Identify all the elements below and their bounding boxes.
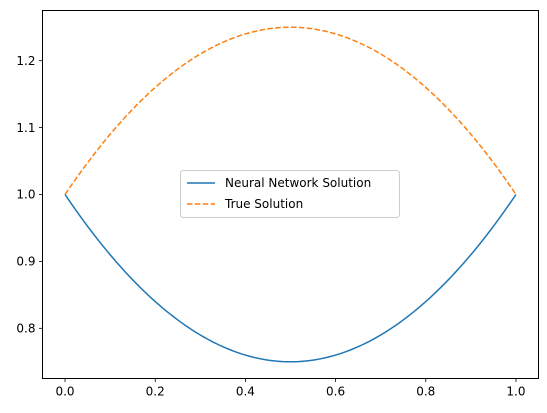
y-tick-label: 0.8	[16, 322, 35, 336]
series-line-neural-network	[64, 194, 517, 363]
x-tick-label: 0.2	[146, 385, 165, 399]
x-tick-label: 0.4	[236, 385, 255, 399]
legend-label-neural-network: Neural Network Solution	[225, 176, 371, 190]
x-tick-label: 0.0	[55, 385, 74, 399]
legend-label-true-solution: True Solution	[224, 197, 303, 211]
x-axis: 0.0 0.2 0.4 0.6 0.8 1.0	[55, 378, 526, 399]
y-tick-label: 1.1	[16, 121, 35, 135]
series-line-true-solution	[64, 26, 517, 195]
y-tick-label: 0.9	[16, 255, 35, 269]
y-tick-label: 1.2	[16, 54, 35, 68]
x-tick-label: 0.6	[326, 385, 345, 399]
series-layer	[64, 26, 517, 363]
x-tick-label: 0.8	[416, 385, 435, 399]
y-tick-label: 1.0	[16, 188, 35, 202]
legend-box	[180, 170, 400, 218]
y-axis: 0.8 0.9 1.0 1.1 1.2	[16, 54, 43, 336]
legend: Neural Network Solution True Solution	[180, 170, 400, 218]
x-tick-label: 1.0	[506, 385, 525, 399]
